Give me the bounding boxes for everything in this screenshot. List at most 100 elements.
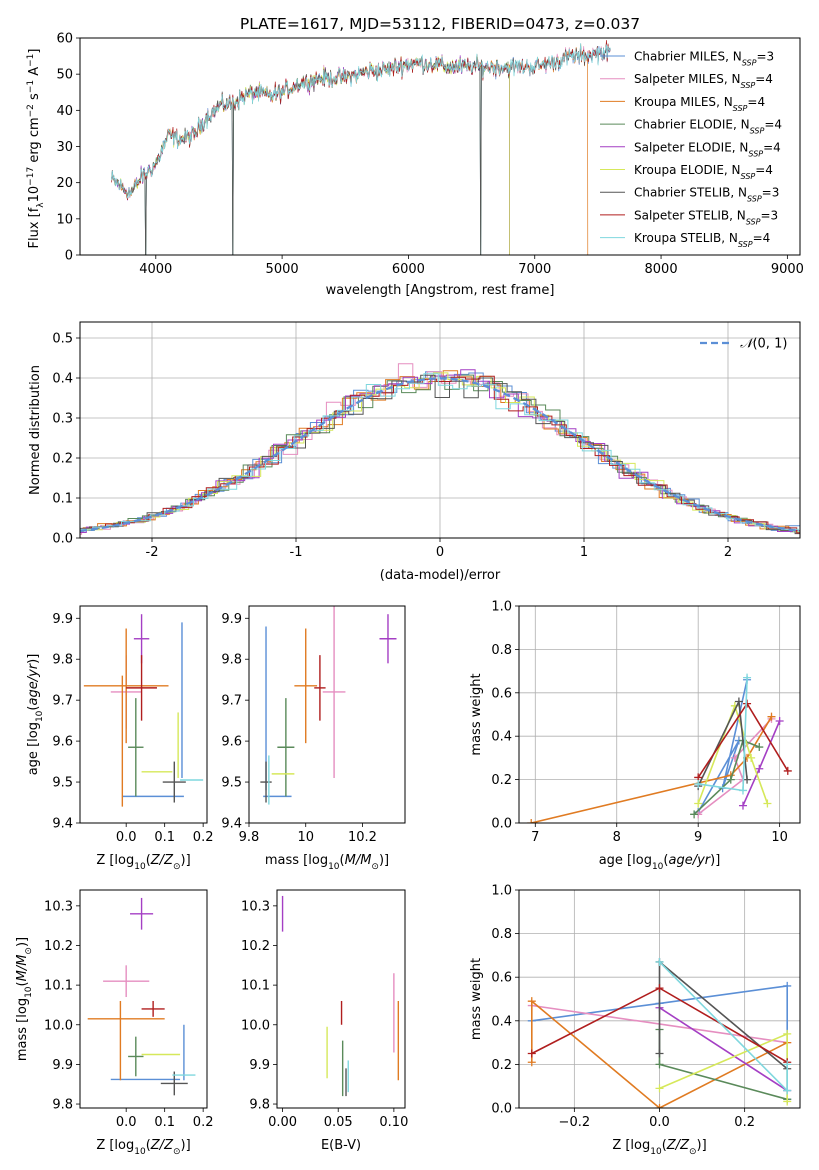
y-tick-label: 1.0 [491, 884, 512, 899]
legend-entry: 𝒩(0, 1) [740, 337, 787, 352]
label-part: Z [log [612, 1138, 650, 1153]
legend-nssp: 4 [765, 163, 773, 177]
legend: 𝒩(0, 1) [700, 337, 787, 352]
label-part: ⊙ [24, 947, 34, 955]
label-part: Flux [f [27, 207, 42, 248]
label-part: ( [15, 981, 30, 986]
label-part: ⊙ [173, 1147, 181, 1157]
x-tick-label: -2 [146, 545, 159, 560]
legend-sub: SSP [741, 172, 756, 181]
error-bar-point [103, 965, 150, 998]
mass-weight-marker [655, 1084, 664, 1093]
x-axis-label: (data-model)/error [380, 568, 501, 583]
mass-weight-marker [743, 699, 752, 708]
axes-frame: 0.00 0.05 0.10 9.8 9.9 10.0 10.1 10.2 10.3 [241, 889, 408, 1130]
legend-model: Chabrier MILES [634, 50, 725, 64]
label-part: A [27, 67, 42, 80]
mass-weight-marker [527, 1049, 536, 1058]
age-mass-weight-panel: 7 8 9 10 0.0 0.2 0.4 0.6 0.8 1.0 mass weight age [l… [469, 600, 801, 872]
metallicity-age-panel: 0.0 0.1 0.29.49.59.69.79.89.9Z [log10(Z/Z⊙… [26, 605, 213, 872]
legend-n: , N [721, 231, 738, 245]
x-tick-label: 6000 [392, 262, 425, 277]
label-part: s [27, 93, 42, 104]
axes-frame: -2 -1 0 1 2 0.0 0.1 0.2 0.3 0.4 0.5 [52, 321, 801, 560]
mass-weight-marker [655, 1104, 664, 1108]
x-axis-label: Z [log10(Z/Z⊙)] [96, 853, 190, 872]
axes-frame: 0.0 0.1 0.2 9.8 9.9 10.0 10.1 10.2 10.3 [44, 889, 213, 1130]
axes-frame: 0.0 0.1 0.2 9.4 9.5 9.6 9.7 9.8 9.9 [52, 605, 213, 845]
y-tick-label: 10 [56, 212, 73, 227]
legend-entry: Chabrier MILES, NSSP=3 [634, 50, 774, 68]
y-tick-label: 10.2 [241, 939, 270, 954]
label-part: λ [36, 202, 46, 208]
legend-sub: SSP [742, 58, 757, 67]
axes-frame: 4000 5000 6000 7000 8000 9000 0 10 20 30 40 50 60 [56, 32, 803, 278]
legend-n: , N [729, 208, 746, 222]
label-part: Z/Z [666, 1138, 690, 1153]
axes-border [276, 889, 406, 1109]
mass-weight-marker [763, 799, 772, 808]
label-part: ⊙ [173, 862, 181, 872]
y-tick-label: 9.9 [52, 612, 73, 627]
x-tick-label: 10.2 [348, 830, 377, 845]
legend-eq: = [755, 163, 765, 177]
label-part: M/M [345, 853, 372, 868]
x-tick-label: 0.0 [116, 1115, 137, 1130]
y-tick-label: 10.0 [44, 1018, 73, 1033]
legend-eq: = [764, 118, 774, 132]
x-tick-label: 0.2 [734, 1115, 755, 1130]
x-axis-label: mass [log10(M/M⊙)] [265, 853, 389, 872]
axes-border [518, 605, 801, 824]
mass-weight-marker [755, 764, 764, 773]
legend-n: , N [724, 163, 741, 177]
error-bar-point [130, 897, 154, 930]
y-tick-label: 0 [65, 249, 73, 264]
legend-eq: = [763, 140, 773, 154]
mass-weight-marker [690, 810, 699, 819]
plot-area [80, 363, 800, 535]
x-tick-label: 1 [580, 545, 588, 560]
y-tick-label: 0.0 [52, 532, 73, 547]
label-part: )] [15, 937, 30, 947]
x-tick-label: 2 [724, 545, 732, 560]
label-part: )] [379, 853, 389, 868]
residual-histogram-panel: -2 -1 0 1 2 0.0 0.1 0.2 0.3 0.4 0.5 𝒩(0, 1) (data-mo… [28, 321, 801, 583]
mass-weight-marker [775, 717, 784, 726]
error-bar-point [314, 655, 326, 721]
y-axis-label: mass weight [469, 958, 484, 1040]
y-axis-label: mass weight [469, 673, 484, 755]
legend-sub: SSP [733, 103, 748, 112]
x-tick-label: 0 [436, 545, 444, 560]
legend-sub: SSP [738, 240, 753, 249]
legend-args: (0, 1) [752, 337, 787, 352]
label-part: 10 [134, 1147, 146, 1157]
y-axis-label: Normed distribution [28, 365, 43, 495]
label-part: Z/Z [150, 853, 174, 868]
x-tick-label: 10 [297, 830, 314, 845]
legend-model: Kroupa MILES [634, 95, 716, 109]
x-tick-label: 9 [694, 830, 702, 845]
label-part: mass [log [15, 998, 30, 1061]
x-tick-label: 10 [771, 830, 788, 845]
y-tick-label: 0.6 [491, 971, 512, 986]
error-bar-point [277, 698, 295, 797]
legend-n: , N [730, 186, 747, 200]
error-bar-point [141, 1000, 165, 1017]
y-tick-label: 9.8 [52, 653, 73, 668]
legend-entry: Salpeter MILES, NSSP=4 [634, 72, 773, 90]
y-tick-label: 9.4 [52, 817, 73, 832]
legend-model: Chabrier ELODIE [634, 118, 733, 132]
legend-nssp: 3 [767, 50, 775, 64]
plot-area [111, 40, 611, 255]
y-tick-label: 0.4 [52, 372, 73, 387]
plot-area [281, 895, 400, 1097]
y-tick-label: 0.2 [491, 773, 512, 788]
mass-weight-marker [738, 786, 747, 795]
legend-n: , N [732, 140, 749, 154]
y-axis-label: age [log10(age/yr)] [26, 654, 45, 776]
legend-nssp: 3 [772, 186, 780, 200]
legend-sub: SSP [748, 149, 763, 158]
plot-area [83, 614, 204, 807]
error-bar-point [128, 1036, 144, 1077]
